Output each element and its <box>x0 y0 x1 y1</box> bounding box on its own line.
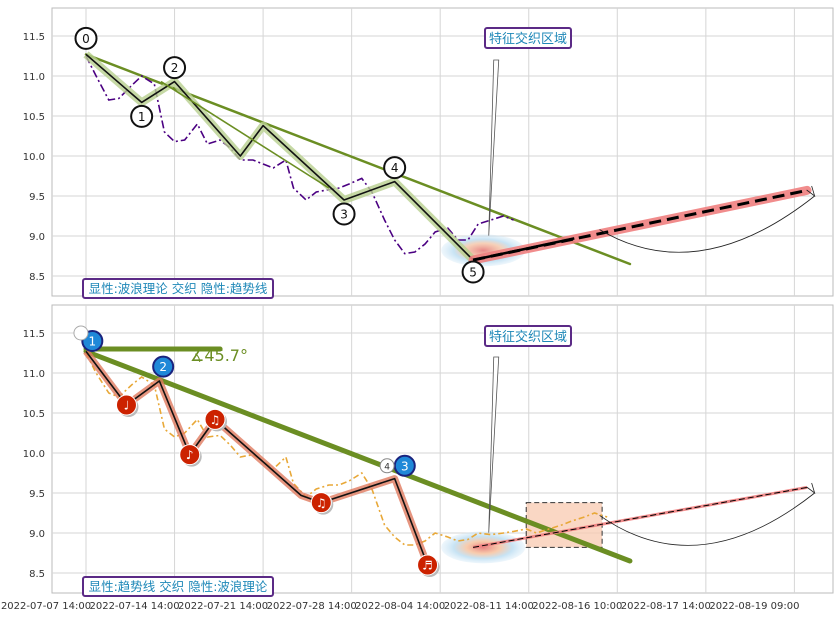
small-wave-marker <box>379 458 395 474</box>
note-marker <box>310 492 332 514</box>
wave-point-label: 0 <box>82 32 90 46</box>
y-tick-label: 10.0 <box>23 152 45 163</box>
bottom-region-label-text: 特征交织区域 <box>489 329 567 345</box>
note-marker <box>204 408 226 430</box>
note-marker <box>179 444 201 466</box>
bottom-plot-area: ♩ ♪ ♫ ♫ ♬ 1 2 3 4 <box>73 325 816 577</box>
top-y-ticks: 11.5 11.0 10.5 10.0 9.5 9.0 8.5 <box>23 32 45 283</box>
price-series-line <box>85 55 514 255</box>
note-marker <box>115 394 137 416</box>
region-callout-arrow <box>488 356 500 533</box>
x-tick-label: 2022-08-19 09:00 <box>709 601 799 612</box>
y-tick-label: 11.5 <box>23 32 45 43</box>
wave-point-label: 4 <box>391 161 399 175</box>
wave-line <box>85 53 474 261</box>
note-marker <box>417 554 439 576</box>
top-region-label-text: 特征交织区域 <box>489 31 567 47</box>
wave-point-marker <box>130 104 154 128</box>
note-marker-glyph: ♪ <box>186 448 194 462</box>
y-tick-label: 11.0 <box>23 369 45 380</box>
bottom-region-label: 特征交织区域 <box>484 325 572 347</box>
wave-point-marker <box>163 56 187 80</box>
bottom-grid <box>52 305 833 593</box>
forecast-line-solid <box>472 237 575 262</box>
angle-label: ∡45.7° <box>190 346 248 365</box>
x-tick-label: 2022-08-16 10:00 <box>532 601 622 612</box>
interweave-region <box>441 531 526 564</box>
top-plot-area: 0 1 2 3 4 5 <box>74 26 816 284</box>
top-legend: 显性:波浪理论 交织 隐性:趋势线 <box>82 278 274 299</box>
wave-point-marker <box>461 260 485 284</box>
y-tick-label: 9.5 <box>29 192 45 203</box>
y-tick-label: 10.5 <box>23 409 45 420</box>
trend-line <box>83 348 633 564</box>
wave-point-marker <box>332 202 356 226</box>
y-tick-label: 11.0 <box>23 72 45 83</box>
wave-number-label: 3 <box>401 459 409 473</box>
top-grid <box>52 8 833 296</box>
note-marker-glyph: ♬ <box>422 559 433 573</box>
y-tick-label: 11.5 <box>23 329 45 340</box>
y-tick-label: 9.0 <box>29 232 45 243</box>
x-tick-label: 2022-07-14 14:00 <box>89 601 179 612</box>
bottom-legend: 显性:趋势线 交织 隐性:波浪理论 <box>82 576 274 597</box>
bottom-legend-text: 显性:趋势线 交织 隐性:波浪理论 <box>89 579 268 594</box>
top-legend-text: 显性:波浪理论 交织 隐性:趋势线 <box>89 281 268 296</box>
wave-number-marker <box>393 454 416 477</box>
wave-point-label: 5 <box>469 266 477 280</box>
wave-point-marker <box>383 156 407 180</box>
note-marker-glyph: ♫ <box>316 496 327 510</box>
top-region-label: 特征交织区域 <box>484 27 572 49</box>
y-tick-label: 10.5 <box>23 112 45 123</box>
x-tick-label: 2022-07-07 14:00 <box>1 601 91 612</box>
y-tick-label: 10.0 <box>23 449 45 460</box>
y-tick-label: 8.5 <box>29 569 45 580</box>
start-ghost-marker <box>73 325 89 341</box>
forecast-line <box>473 486 808 548</box>
inner-trend-line <box>160 80 330 189</box>
wave-point-label: 3 <box>340 208 348 222</box>
x-tick-label: 2022-08-11 14:00 <box>444 601 534 612</box>
price-series-line <box>85 352 608 546</box>
note-marker-glyph: ♩ <box>124 399 130 413</box>
small-wave-label: 4 <box>384 462 390 472</box>
wave-number-label: 2 <box>159 360 167 374</box>
wave-number-marker <box>152 355 175 378</box>
region-callout-arrow <box>488 59 500 236</box>
x-tick-label: 2022-07-28 14:00 <box>267 601 357 612</box>
y-tick-label: 9.5 <box>29 489 45 500</box>
projection-arc <box>599 195 815 253</box>
x-tick-label: 2022-08-17 14:00 <box>621 601 711 612</box>
note-marker-glyph: ♫ <box>210 413 221 427</box>
y-tick-label: 8.5 <box>29 272 45 283</box>
y-tick-label: 9.0 <box>29 529 45 540</box>
x-tick-label: 2022-07-21 14:00 <box>178 601 268 612</box>
bottom-y-ticks: 11.5 11.0 10.5 10.0 9.5 9.0 8.5 <box>23 329 45 580</box>
wave-point-label: 1 <box>138 110 146 124</box>
projection-arc-head <box>806 482 816 495</box>
projection-arc <box>599 492 815 546</box>
wave-point-label: 2 <box>171 61 179 75</box>
wave-point-marker <box>74 26 98 50</box>
interweave-region <box>441 234 526 267</box>
projection-arc-head <box>806 185 816 198</box>
x-tick-label: 2022-08-04 14:00 <box>355 601 445 612</box>
wave-number-label: 1 <box>89 335 97 349</box>
